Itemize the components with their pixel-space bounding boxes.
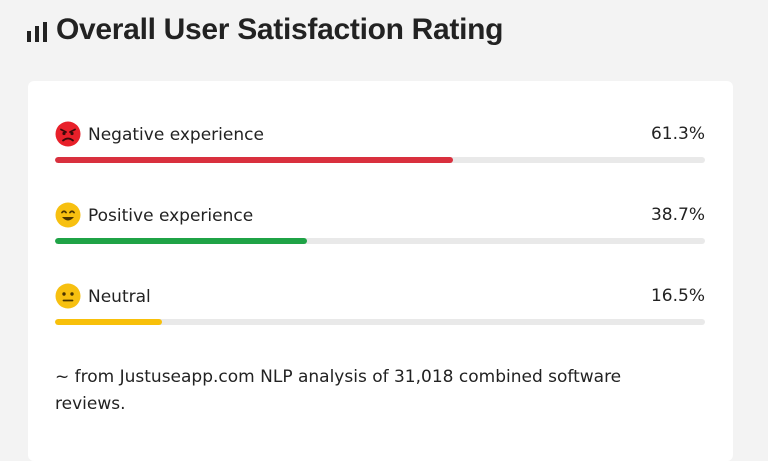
rating-label: Negative experience	[88, 125, 264, 145]
rating-percent: 61.3%	[650, 124, 705, 144]
page-title: Overall User Satisfaction Rating	[56, 13, 504, 46]
smiling-face-icon	[55, 202, 81, 228]
rating-label: Positive experience	[88, 206, 254, 226]
rating-bar-track	[55, 157, 705, 163]
analysis-footnote: ~ from Justuseapp.com NLP analysis of 31…	[55, 367, 622, 414]
rating-bar-fill	[55, 238, 307, 244]
page-header: Overall User Satisfaction Rating	[26, 10, 504, 50]
neutral-face-icon	[55, 283, 81, 309]
rating-bar-fill	[55, 319, 163, 325]
rating-label: Neutral	[88, 287, 151, 307]
rating-bar-fill	[55, 157, 454, 163]
bar-chart-icon	[27, 22, 47, 42]
rating-row-neutral: Neutral 16.5%	[55, 283, 705, 325]
rating-percent: 16.5%	[650, 286, 705, 306]
rating-bar-track	[55, 238, 705, 244]
satisfaction-card: Negative experience 61.3% Positive exper…	[28, 81, 733, 461]
rating-row-positive: Positive experience 38.7%	[55, 202, 705, 244]
rating-bar-track	[55, 319, 705, 325]
rating-percent: 38.7%	[650, 205, 705, 225]
rating-row-negative: Negative experience 61.3%	[55, 121, 705, 163]
angry-face-icon	[55, 121, 81, 147]
